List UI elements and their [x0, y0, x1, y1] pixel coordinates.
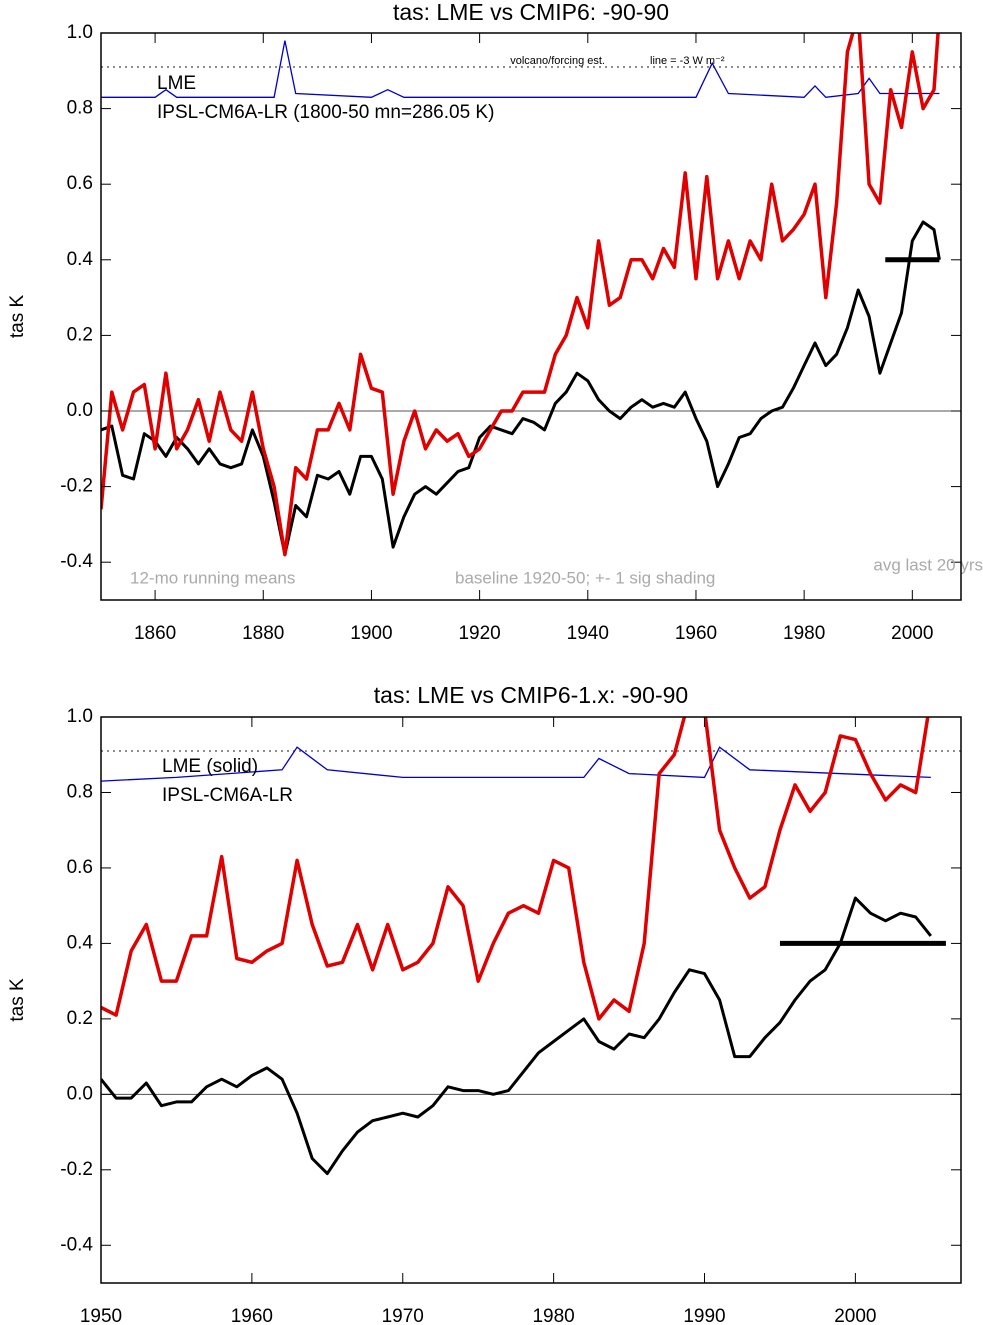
forcing-line — [101, 746, 931, 782]
y-tick-label: 0.0 — [67, 400, 93, 421]
x-tick-label: 1960 — [675, 623, 717, 644]
legend-label: LME — [157, 73, 196, 94]
series-line — [101, 717, 930, 1021]
y-tick-label: 0.8 — [67, 781, 93, 802]
x-tick-label: 1960 — [231, 1306, 273, 1325]
plot-frame — [100, 32, 962, 601]
x-tick-label: 2000 — [891, 623, 933, 644]
y-tick-label: 1.0 — [67, 706, 93, 727]
x-tick-label: 1920 — [458, 623, 500, 644]
annotation: avg last 20 yrs — [873, 555, 983, 574]
y-tick-label: 0.4 — [67, 932, 94, 953]
y-tick-label: -0.4 — [60, 551, 93, 572]
chart-title: tas: LME vs CMIP6: -90-90 — [393, 0, 669, 25]
x-tick-label: 1950 — [80, 1306, 122, 1325]
annotation: baseline 1920-50; +- 1 sig shading — [455, 568, 715, 587]
chart-title: tas: LME vs CMIP6-1.x: -90-90 — [374, 682, 688, 708]
y-tick-label: 1.0 — [67, 22, 93, 43]
x-tick-label: 1970 — [382, 1306, 424, 1325]
annotation: line = -3 W m⁻² — [650, 55, 725, 67]
x-tick-label: 1980 — [783, 623, 825, 644]
y-tick-label: -0.2 — [60, 1159, 93, 1180]
y-tick-label: 0.2 — [67, 324, 93, 345]
annotation: volcano/forcing est. — [510, 55, 605, 67]
y-tick-label: -0.4 — [60, 1234, 93, 1255]
x-tick-label: 1980 — [532, 1306, 574, 1325]
x-tick-label: 1990 — [683, 1306, 725, 1325]
plot-area — [101, 33, 961, 557]
legend-label: IPSL-CM6A-LR (1800-50 mn=286.05 K) — [157, 102, 494, 123]
x-tick-label: 2000 — [834, 1306, 876, 1325]
y-tick-label: 0.2 — [67, 1008, 93, 1029]
x-tick-label: 1900 — [350, 623, 392, 644]
series-line — [101, 896, 932, 1176]
plot-area — [101, 717, 961, 1176]
forcing-line — [101, 40, 940, 98]
y-tick-label: 0.6 — [67, 857, 93, 878]
y-tick-label: 0.6 — [67, 173, 93, 194]
x-tick-label: 1860 — [134, 623, 176, 644]
y-tick-label: 0.8 — [67, 98, 93, 119]
legend-label: LME (solid) — [162, 756, 258, 777]
legend-label: IPSL-CM6A-LR — [162, 785, 293, 806]
y-tick-label: -0.2 — [60, 476, 93, 497]
x-tick-label: 1880 — [242, 623, 284, 644]
y-axis-label: tas K — [7, 978, 28, 1022]
y-tick-label: 0.0 — [67, 1083, 93, 1104]
y-axis-label: tas K — [7, 295, 28, 339]
series-line — [101, 220, 941, 557]
plot-frame — [100, 716, 962, 1284]
annotation: 12-mo running means — [130, 568, 295, 587]
series-line — [101, 33, 940, 557]
x-tick-label: 1940 — [567, 623, 609, 644]
y-tick-label: 0.4 — [67, 249, 94, 270]
